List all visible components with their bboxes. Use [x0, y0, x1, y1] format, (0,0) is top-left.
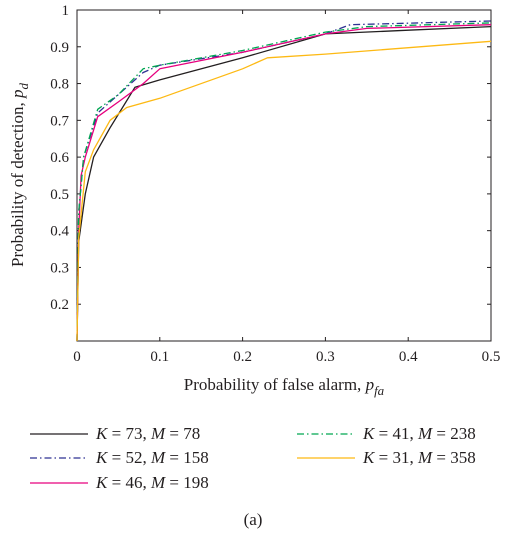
x-axis-title: Probability of false alarm, pfa	[184, 375, 385, 398]
legend-label-3: K = 46, M = 198	[95, 473, 209, 492]
legend-label-1: K = 73, M = 78	[95, 424, 200, 443]
y-tick-label: 0.2	[50, 297, 69, 313]
series-line-2	[76, 20, 492, 342]
x-tick-label: 0	[73, 349, 81, 365]
legend: K = 73, M = 78 K = 52, M = 158 K = 46, M =…	[30, 424, 476, 492]
legend-label-5: K = 31, M = 358	[362, 448, 476, 467]
y-tick-label: 0.6	[50, 150, 69, 166]
series-line-1	[76, 25, 492, 342]
axis-ticks: 0 0.1 0.2 0.3 0.4 0.5 0.2 0.3 0.4 0.5 0.6 0.7 0.8 0.9…	[50, 3, 500, 365]
y-tick-label: 1	[62, 3, 70, 19]
plot-frame	[76, 9, 492, 342]
y-tick-label: 0.4	[50, 224, 69, 240]
y-tick-label: 0.7	[50, 113, 69, 129]
x-tick-label: 0.4	[399, 349, 418, 365]
series-line-5	[76, 40, 492, 342]
series-lines	[76, 20, 492, 342]
x-tick-label: 0.2	[233, 349, 252, 365]
y-tick-label: 0.5	[50, 187, 69, 203]
x-tick-label: 0.5	[482, 349, 501, 365]
legend-label-2: K = 52, M = 158	[95, 448, 209, 467]
series-line-4	[76, 22, 492, 342]
y-tick-label: 0.8	[50, 77, 69, 93]
y-tick-label: 0.3	[50, 260, 69, 276]
y-tick-label: 0.9	[50, 40, 69, 56]
figure-caption: (a)	[244, 510, 263, 529]
x-tick-label: 0.1	[150, 349, 169, 365]
legend-label-4: K = 41, M = 238	[362, 424, 476, 443]
x-tick-label: 0.3	[316, 349, 335, 365]
series-line-3	[76, 24, 492, 342]
y-axis-title: Probability of detection, pd	[8, 82, 31, 267]
